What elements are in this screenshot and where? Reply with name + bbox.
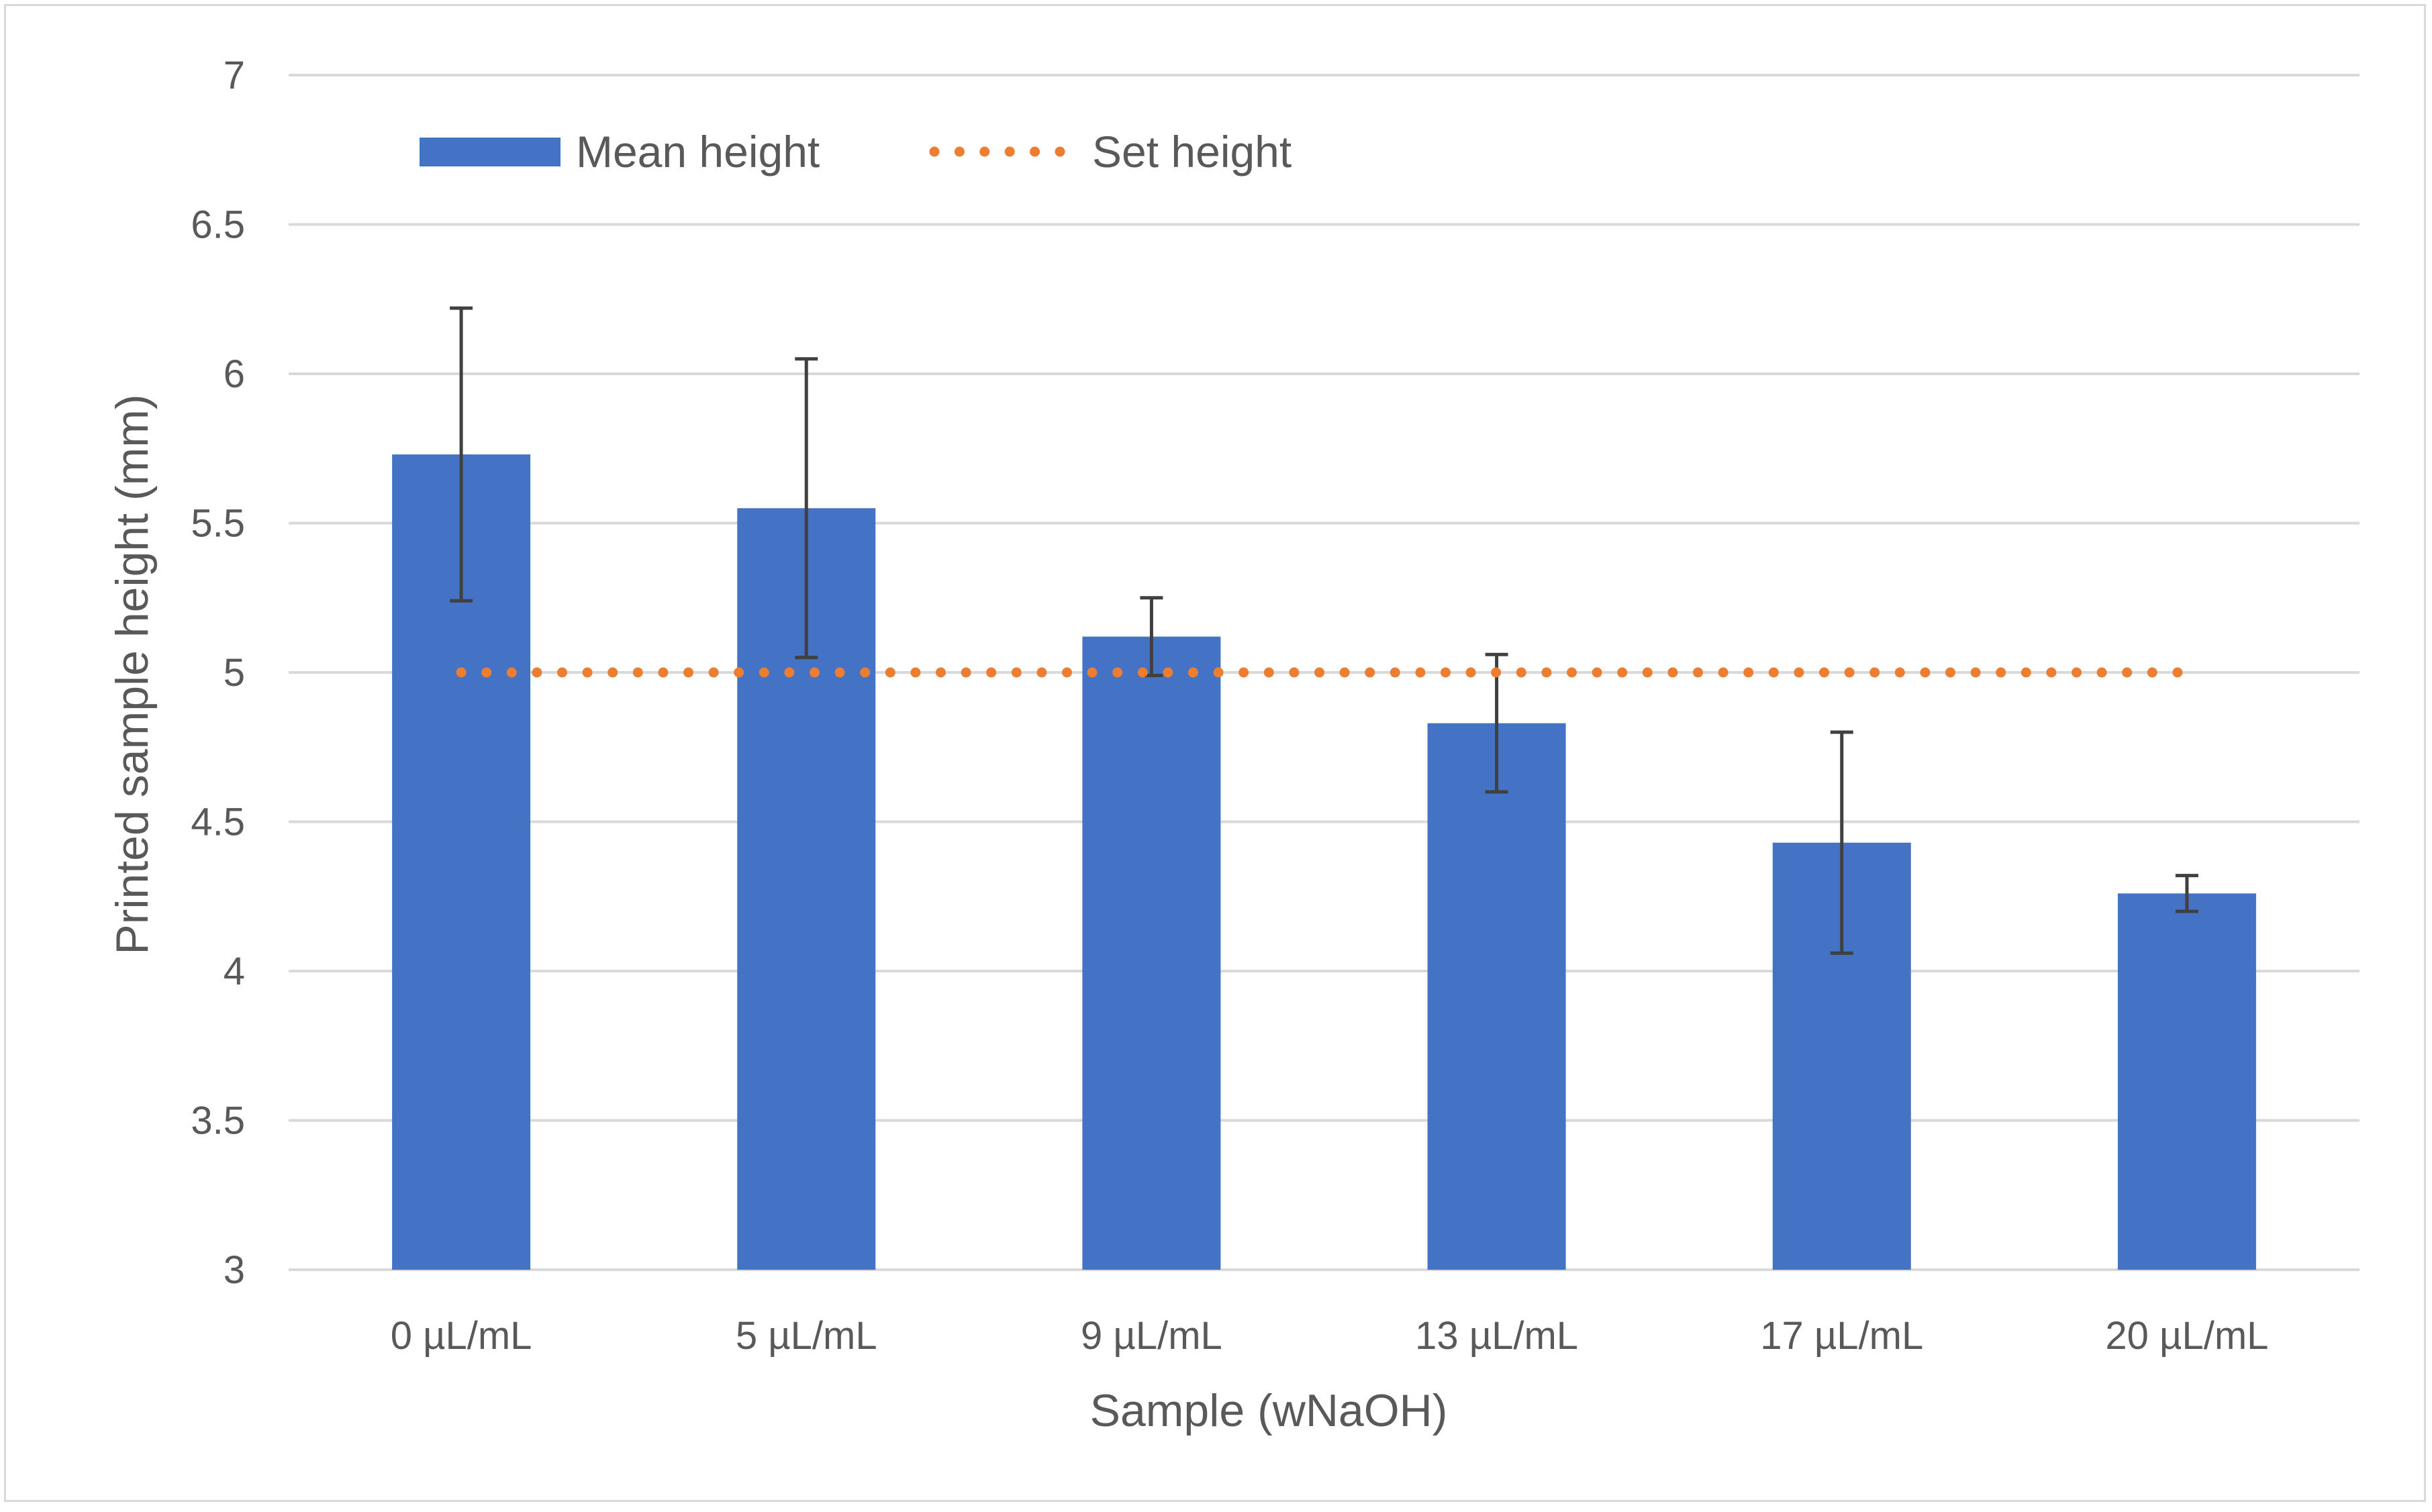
y-axis-title: Printed sample height (mm) — [107, 394, 158, 954]
legend-swatch-set-height — [929, 146, 1065, 157]
y-tick-label: 4 — [224, 950, 245, 993]
y-tick-label: 6 — [224, 352, 245, 396]
bars — [392, 454, 2256, 1270]
y-tick-label: 3 — [224, 1248, 245, 1292]
legend: Mean height Set height — [420, 127, 1292, 177]
x-tick-label: 0 µL/mL — [391, 1314, 532, 1358]
legend-label-set-height: Set height — [1092, 127, 1292, 177]
legend-swatch-mean-height — [420, 138, 561, 166]
error-bars — [450, 306, 2198, 955]
x-axis-ticks: 0 µL/mL 5 µL/mL 9 µL/mL 13 µL/mL 17 µL/mL 20 … — [391, 1314, 2269, 1358]
legend-dot — [1030, 146, 1040, 157]
bar — [1082, 636, 1221, 1270]
x-tick-label: 20 µL/mL — [2105, 1314, 2268, 1358]
y-tick-label: 5.5 — [191, 502, 245, 546]
x-axis-title: Sample (wNaOH) — [1090, 1385, 1448, 1436]
x-tick-label: 13 µL/mL — [1415, 1314, 1578, 1358]
y-tick-label: 3.5 — [191, 1099, 245, 1143]
bar — [1427, 723, 1566, 1270]
gridlines — [289, 74, 2360, 1271]
y-tick-label: 6.5 — [191, 203, 245, 247]
bar — [2117, 893, 2256, 1270]
legend-dot — [979, 146, 990, 157]
legend-dot — [1055, 146, 1065, 157]
legend-dot — [929, 146, 940, 157]
y-axis-ticks: 3 3.5 4 4.5 5 5.5 6 6.5 7 — [191, 54, 245, 1292]
y-tick-label: 7 — [224, 54, 245, 97]
y-tick-label: 5 — [224, 651, 245, 695]
x-tick-label: 5 µL/mL — [736, 1314, 877, 1358]
y-tick-label: 4.5 — [191, 801, 245, 844]
x-tick-label: 17 µL/mL — [1760, 1314, 1923, 1358]
legend-dot — [954, 146, 965, 157]
legend-dot — [1004, 146, 1015, 157]
legend-label-mean-height: Mean height — [576, 127, 820, 177]
x-tick-label: 9 µL/mL — [1081, 1314, 1222, 1358]
